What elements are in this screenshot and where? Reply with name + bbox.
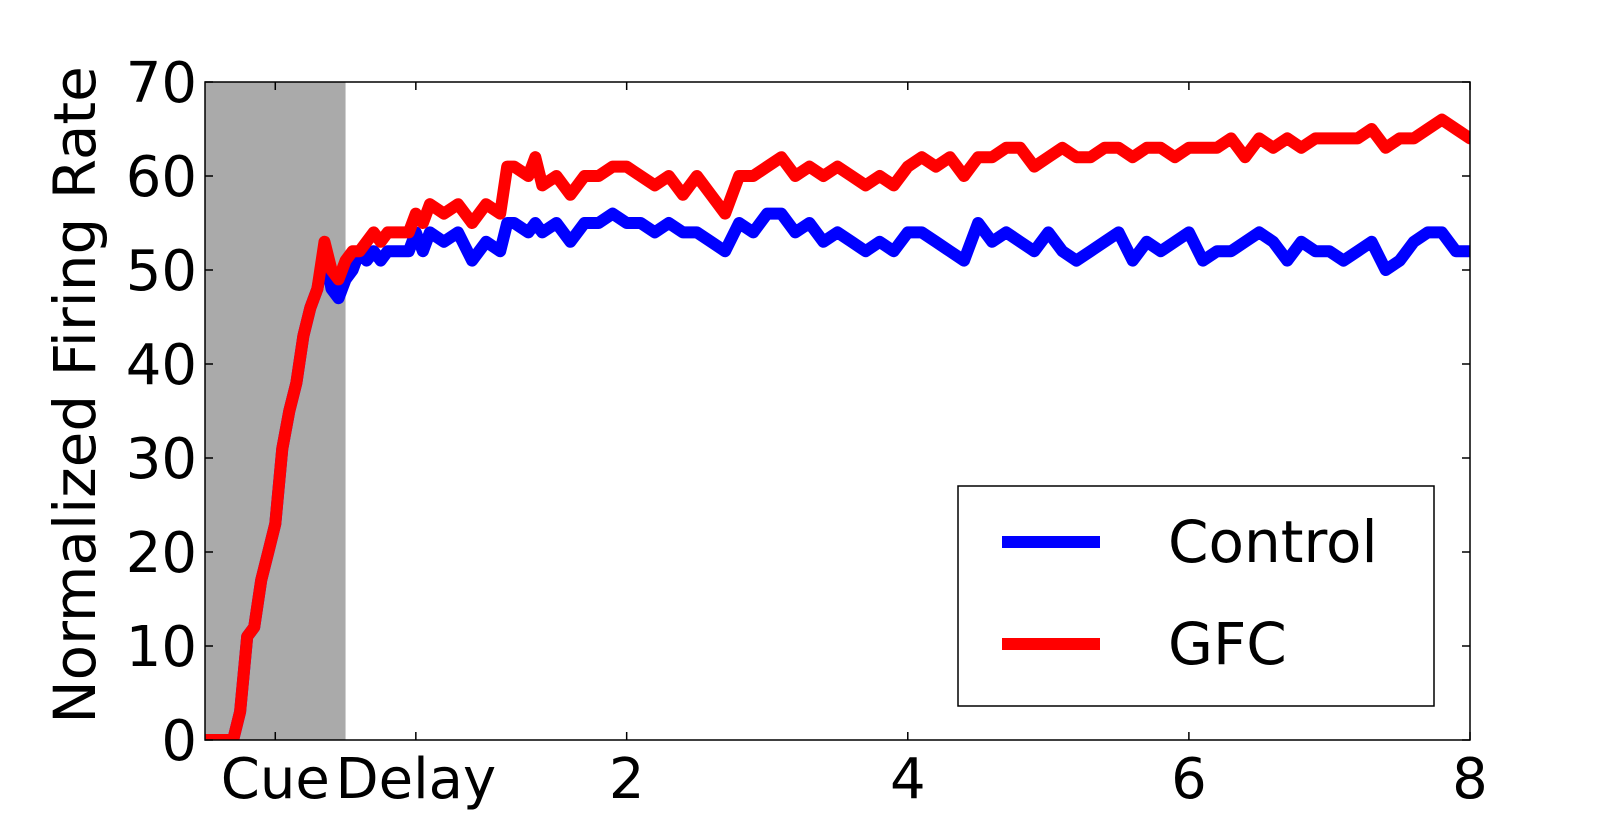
series-line-gfc [205, 113, 1470, 740]
y-tick-label: 20 [126, 521, 197, 586]
y-axis-label: Normalized Firing Rate [41, 66, 109, 724]
x-tick-label: 2 [609, 747, 645, 812]
legend-box [957, 485, 1435, 707]
x-tick-label: 4 [890, 747, 926, 812]
y-tick-label: 0 [161, 709, 197, 774]
series-line-control [205, 207, 1470, 740]
plot-frame [204, 81, 1471, 741]
series-group [205, 113, 1470, 740]
x-tick-label: 6 [1171, 747, 1207, 812]
y-tick-label: 30 [126, 427, 197, 492]
plot-area: 0 10 20 30 40 50 60 70 Cue Delay 2 4 6 8 [126, 51, 1488, 812]
y-tick-label: 40 [126, 333, 197, 398]
legend-label-gfc: GFC [1168, 610, 1287, 678]
y-tick-label: 10 [126, 615, 197, 680]
x-tick-label: Cue [221, 747, 330, 812]
legend-label-control: Control [1168, 508, 1378, 576]
y-tick-label: 70 [126, 51, 197, 116]
x-tick-label: Delay [336, 747, 497, 812]
x-tick-label: 8 [1452, 747, 1488, 812]
y-tick-label: 60 [126, 145, 197, 210]
legend: Control GFC [957, 485, 1435, 707]
cue-shaded-region [205, 82, 346, 740]
y-tick-label: 50 [126, 239, 197, 304]
